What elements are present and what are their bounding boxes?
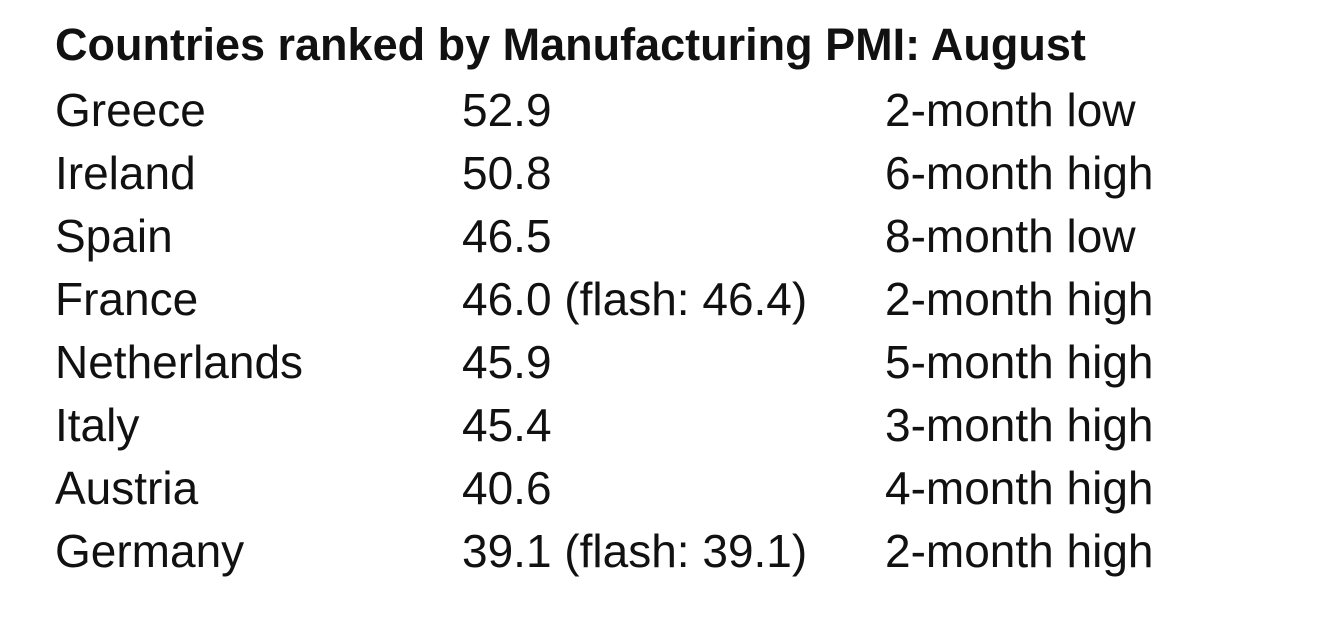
trend: 2-month high [885,525,1154,577]
country: Spain [55,210,173,262]
country: Austria [55,462,199,514]
country: Germany [55,525,245,577]
country: Ireland [55,147,196,199]
pmi-value: 46.0 (flash: 46.4) [462,273,808,325]
pmi-value: 45.9 [462,336,552,388]
table-row: Netherlands 45.9 5-month high [0,331,1344,394]
trend: 2-month low [885,84,1136,136]
trend: 5-month high [885,336,1154,388]
trend: 2-month high [885,273,1154,325]
country: Italy [55,399,140,451]
table-row: Germany 39.1 (flash: 39.1) 2-month high [0,520,1344,583]
table-row: France 46.0 (flash: 46.4) 2-month high [0,268,1344,331]
country: Netherlands [55,336,304,388]
country: France [55,273,199,325]
trend: 3-month high [885,399,1154,451]
pmi-value: 52.9 [462,84,552,136]
pmi-value: 40.6 [462,462,552,514]
table-row: Spain 46.5 8-month low [0,205,1344,268]
table-title: Countries ranked by Manufacturing PMI: A… [55,19,1086,70]
trend: 8-month low [885,210,1136,262]
pmi-value: 39.1 (flash: 39.1) [462,525,808,577]
country: Greece [55,84,206,136]
pmi-value: 46.5 [462,210,552,262]
table-row: Italy 45.4 3-month high [0,394,1344,457]
pmi-value: 45.4 [462,399,552,451]
pmi-value: 50.8 [462,147,552,199]
trend: 6-month high [885,147,1154,199]
table-row: Ireland 50.8 6-month high [0,142,1344,205]
table-row: Austria 40.6 4-month high [0,457,1344,520]
table-row: Greece 52.9 2-month low [0,79,1344,142]
trend: 4-month high [885,462,1154,514]
